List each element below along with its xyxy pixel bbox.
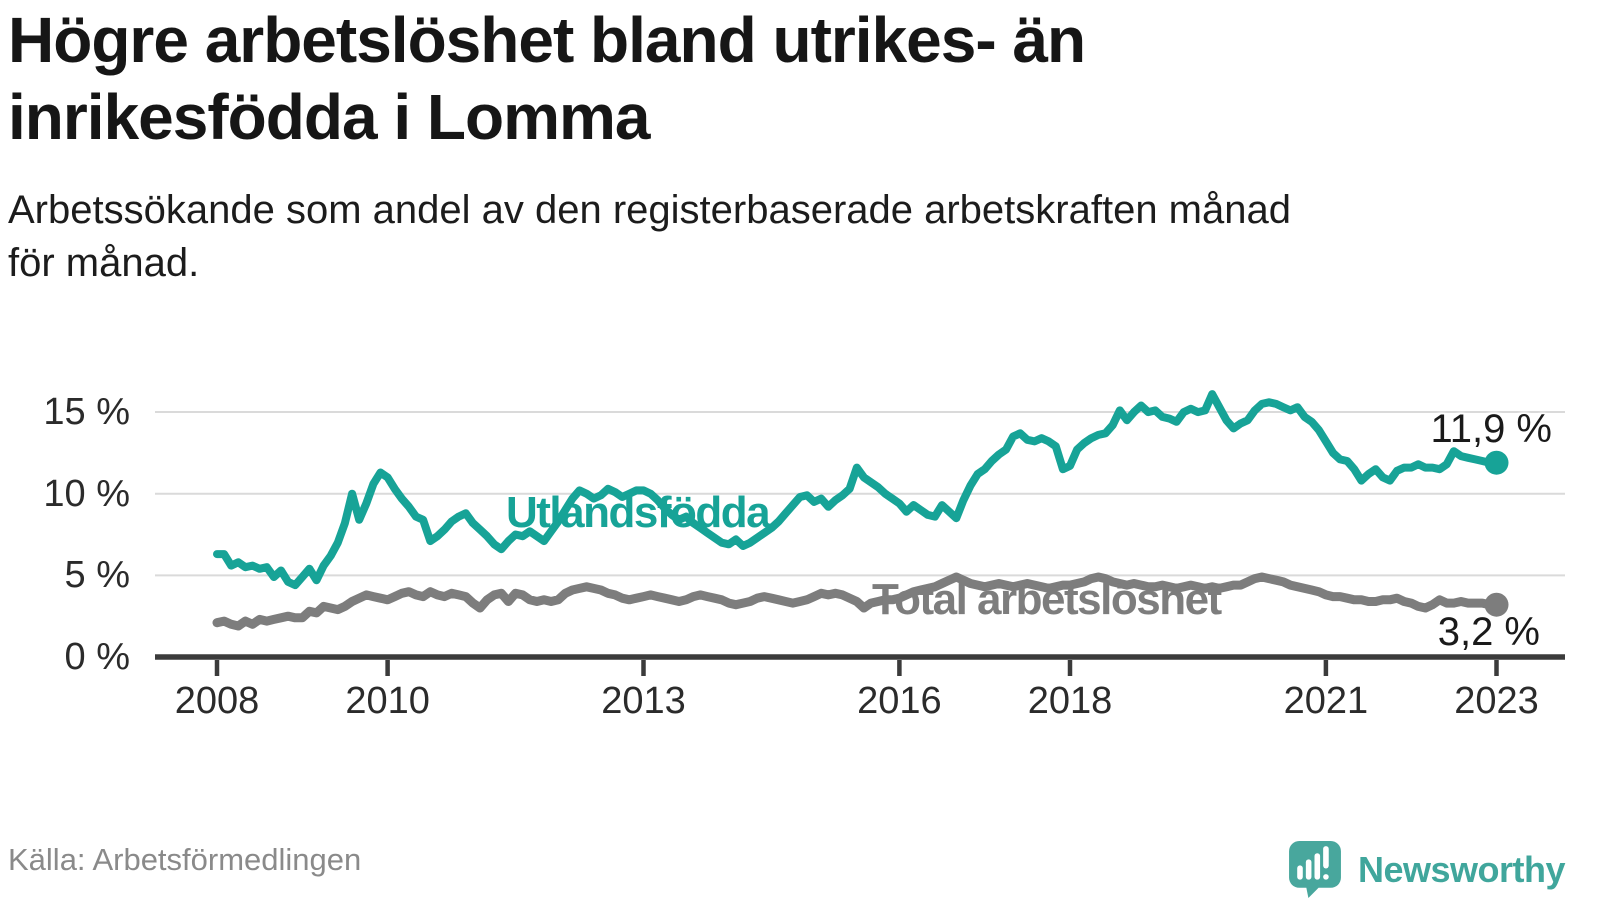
newsworthy-bubble-chart-icon <box>1289 841 1341 898</box>
page-subtitle: Arbetssökande som andel av den registerb… <box>8 184 1291 290</box>
subtitle-line-1: Arbetssökande som andel av den registerb… <box>8 188 1291 232</box>
subtitle-line-2: för månad. <box>8 241 200 286</box>
series-line-total <box>212 572 1501 631</box>
x-axis-label-2013: 2013 <box>601 680 686 722</box>
title-line-1: Högre arbetslöshet bland utrikes- än <box>8 4 1086 76</box>
x-axis-label-2023: 2023 <box>1454 680 1539 722</box>
series-end-dot-total <box>1484 592 1509 617</box>
end-value-label-utlandsfodda: 11,9 % <box>1430 407 1552 451</box>
x-axis-label-2008: 2008 <box>174 680 260 722</box>
newsworthy-wordmark: Newsworthy <box>1358 849 1566 890</box>
y-axis-label-15: 15 % <box>43 391 130 434</box>
series-end-dot-utlandsfodda <box>1484 450 1509 475</box>
page-title: Högre arbetslöshet bland utrikes- än inr… <box>8 2 1086 157</box>
end-value-label-total: 3,2 % <box>1437 610 1540 654</box>
x-axis-label-2021: 2021 <box>1283 680 1369 722</box>
series-line-utlandsfodda <box>213 390 1501 590</box>
source-note: Källa: Arbetsförmedlingen <box>8 842 362 877</box>
series-label-utlandsfodda: Utlandsfödda <box>506 488 771 537</box>
y-axis-label-10: 10 % <box>43 472 130 515</box>
x-axis-label-2010: 2010 <box>345 680 430 722</box>
newsworthy-logo: Newsworthy <box>1288 840 1566 899</box>
series-label-total: Total arbetslöshet <box>872 575 1222 624</box>
y-axis-label-5: 5 % <box>64 554 130 597</box>
x-axis-label-2016: 2016 <box>857 680 942 722</box>
title-line-2: inrikesfödda i Lomma <box>8 81 650 154</box>
y-axis-label-0: 0 % <box>64 636 130 678</box>
x-axis-label-2018: 2018 <box>1027 680 1113 722</box>
